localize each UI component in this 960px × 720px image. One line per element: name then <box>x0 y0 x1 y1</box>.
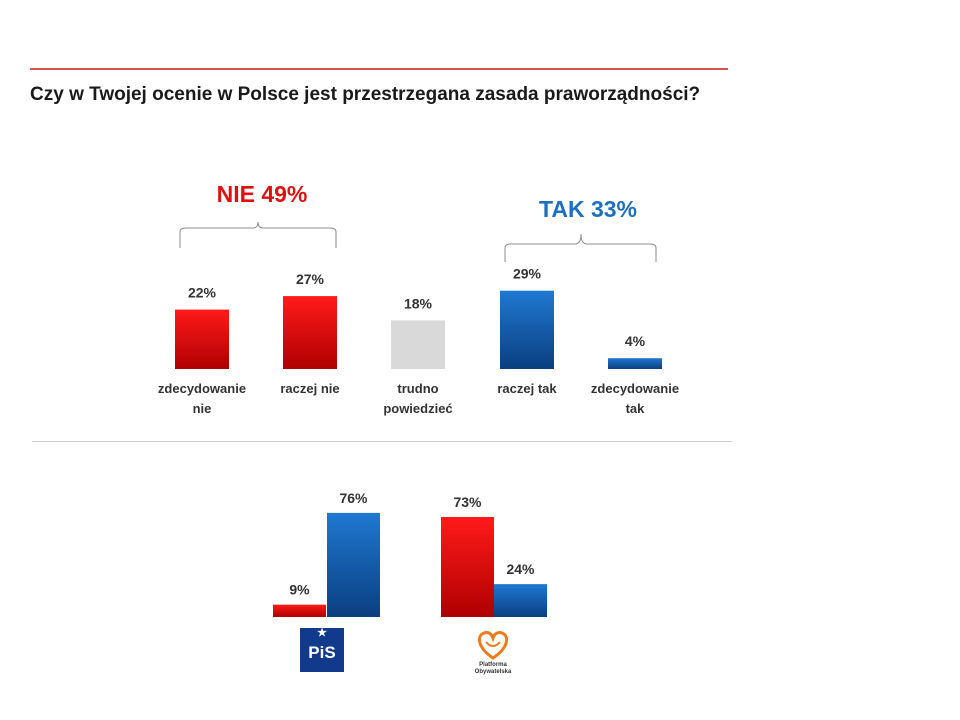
bar-value-label-2: 27% <box>296 271 325 287</box>
bar-value-label-4: 29% <box>513 266 542 282</box>
party-2-tak-bar <box>494 584 547 617</box>
po-logo: Platforma Obywatelska <box>466 628 520 678</box>
bar-4 <box>500 290 554 369</box>
nie-group-bracket <box>179 221 337 248</box>
eagle-star-icon: ★ <box>317 627 327 639</box>
party-2-nie-label: 73% <box>453 494 482 510</box>
party-2-tak-label: 24% <box>506 561 535 577</box>
category-label-1-line-1: zdecydowanie <box>158 381 246 396</box>
bar-value-label-1: 22% <box>188 285 217 301</box>
party-1-tak-bar <box>327 512 380 617</box>
tak-group-bracket <box>504 233 657 262</box>
pis-logo: ★ PiS <box>300 627 344 672</box>
bar-3 <box>391 320 445 369</box>
party-1-nie-label: 9% <box>289 582 310 598</box>
nie-group-label: NIE 49% <box>217 181 308 207</box>
category-label-4: raczej tak <box>497 381 557 396</box>
pis-logo-text: PiS <box>308 643 336 662</box>
category-label-3-line-1: trudno <box>397 381 438 396</box>
category-label-5-line-1: zdecydowanie <box>591 381 679 396</box>
category-label-5-line-2: tak <box>626 401 646 416</box>
top-divider <box>30 68 728 70</box>
party-1-tak-label: 76% <box>339 490 368 506</box>
bar-1 <box>175 309 229 369</box>
party-1-nie-bar <box>273 604 326 617</box>
page-title: Czy w Twojej ocenie w Polsce jest przest… <box>30 84 701 105</box>
category-label-3-line-2: powiedzieć <box>383 401 452 416</box>
bar-5 <box>608 358 662 369</box>
category-label-1-line-2: nie <box>193 401 212 416</box>
bar-2 <box>283 296 337 369</box>
middle-divider <box>32 441 732 442</box>
po-logo-text: Platforma Obywatelska <box>474 662 512 675</box>
bar-value-label-3: 18% <box>404 295 433 311</box>
category-label-2: raczej nie <box>280 381 339 396</box>
bar-value-label-5: 4% <box>625 333 646 349</box>
party-2-nie-bar <box>441 516 494 617</box>
tak-group-label: TAK 33% <box>539 196 637 222</box>
po-heart-icon <box>477 631 509 660</box>
